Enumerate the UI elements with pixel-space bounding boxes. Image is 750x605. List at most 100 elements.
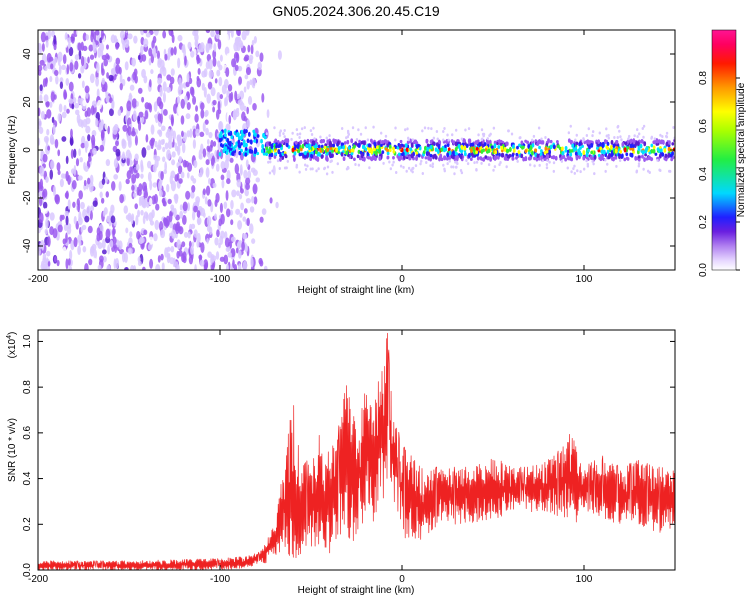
spectrogram-cell (364, 147, 368, 152)
spectrogram-cell (234, 258, 238, 266)
spectrogram-cell (246, 119, 251, 128)
spectrogram-cell (505, 141, 509, 146)
snr-series-line (38, 332, 675, 570)
spectrogram-cell (174, 223, 180, 235)
spectrogram-cell (570, 149, 574, 153)
spectrogram-cell (219, 256, 225, 262)
spectrogram-cell (132, 127, 135, 135)
spectrogram-cell (149, 258, 154, 269)
spectrogram-cell (240, 202, 244, 211)
spectrogram-cell (351, 126, 355, 130)
spectrogram-cell (445, 139, 449, 144)
spectrogram-cell (194, 113, 199, 123)
spectrogram-cell (74, 102, 80, 109)
spectrogram-cell (465, 159, 468, 163)
spectrogram-cell (89, 246, 95, 257)
spectrogram-cell (636, 135, 639, 139)
spectrogram-cell (69, 249, 73, 261)
spectrogram-cell (212, 106, 216, 113)
spectrogram-cell (137, 256, 141, 263)
spectrogram-cell (300, 127, 304, 131)
spectrogram-cell (262, 132, 266, 138)
spectrogram-cell (592, 162, 595, 166)
spectrogram-cell (101, 178, 106, 186)
spectrogram-cell (313, 137, 316, 141)
spectrogram-cell (254, 132, 257, 138)
spectrogram-cell (190, 175, 195, 182)
spectrogram-cell (317, 144, 321, 148)
spectrogram-cell (65, 215, 69, 226)
spectrogram-cell (206, 151, 211, 157)
spectrogram-cell (661, 135, 664, 139)
spectrogram-cell (206, 93, 211, 104)
x-tick-label: 100 (576, 274, 593, 285)
spectrogram-cell (202, 188, 206, 196)
spectrogram-cell (235, 52, 240, 63)
spectrogram-cell (637, 164, 641, 168)
spectrogram-cell (215, 251, 220, 260)
spectrogram-cell (467, 127, 471, 131)
spectrogram-cell (218, 152, 222, 157)
spectrogram-cell (418, 145, 422, 151)
spectrogram-cell (324, 143, 328, 147)
spectrogram-cell (524, 149, 528, 153)
spectrogram-cell (243, 105, 247, 112)
spectrogram-cell (89, 210, 93, 221)
spectrogram-cell (567, 138, 571, 143)
spectrogram-cell (619, 149, 623, 154)
spectrogram-cell (346, 139, 350, 145)
spectrogram-cell (162, 197, 166, 207)
spectrogram-cell (157, 129, 162, 135)
spectrogram-cell (284, 153, 287, 157)
spectrogram-cell (543, 151, 547, 155)
spectrogram-cell (606, 162, 609, 166)
spectrogram-cell (190, 50, 195, 58)
spectrogram-cell (452, 150, 455, 156)
spectrogram-cell (86, 107, 92, 117)
spectrogram-cell (512, 148, 516, 153)
spectrogram-cell (140, 195, 145, 206)
spectrogram-cell (67, 175, 71, 186)
spectrogram-cell (650, 157, 654, 161)
spectrogram-cell (336, 162, 339, 166)
spectrogram-cell (392, 146, 395, 151)
spectrogram-cell (150, 124, 155, 135)
spectrogram-cell (606, 146, 610, 151)
spectrogram-cell (153, 193, 158, 205)
spectrogram-cell (618, 159, 622, 163)
spectrogram-cell (84, 188, 89, 199)
spectrogram-cell (637, 132, 641, 136)
spectrogram-cell (399, 155, 403, 161)
spectrogram-cell (86, 205, 91, 216)
spectrogram-cell (329, 146, 333, 151)
spectrogram-cell (182, 251, 187, 262)
spectrogram-cell (186, 102, 191, 110)
snr-plot: -200 -100 0 100 0.0 0.2 0.4 0.6 0.8 1.0 Height o… (6, 329, 676, 596)
spectrogram-cell (228, 114, 232, 125)
spectrogram-cell (373, 147, 376, 152)
spectrogram-cell (402, 165, 405, 169)
spectrogram-cell (197, 67, 201, 75)
spectrogram-cell (556, 140, 559, 144)
spectrogram-cell (254, 147, 257, 153)
x-tick-label: -100 (210, 574, 230, 585)
spectrogram-cell (204, 119, 209, 125)
spectrogram-cell (256, 151, 260, 156)
spectrogram-cell (304, 167, 308, 171)
spectrogram-cell (574, 146, 578, 152)
spectrogram-cell (265, 152, 269, 156)
spectrogram-cell (653, 137, 657, 141)
spectrogram-cell (162, 115, 168, 127)
spectrogram-cell (274, 138, 278, 143)
spectrogram-cell (210, 87, 216, 97)
spectrogram-cell (248, 54, 254, 61)
spectrogram-cell (77, 73, 82, 79)
spectrogram-cell (587, 127, 590, 131)
spectrogram-cell (373, 156, 376, 161)
spectrogram-cell (642, 135, 645, 139)
spectrogram-cell (137, 189, 142, 196)
spectrogram-cell (244, 152, 248, 157)
spectrogram-cell (452, 165, 455, 169)
spectrogram-cell (81, 80, 85, 89)
spectrogram-cell (512, 144, 515, 150)
